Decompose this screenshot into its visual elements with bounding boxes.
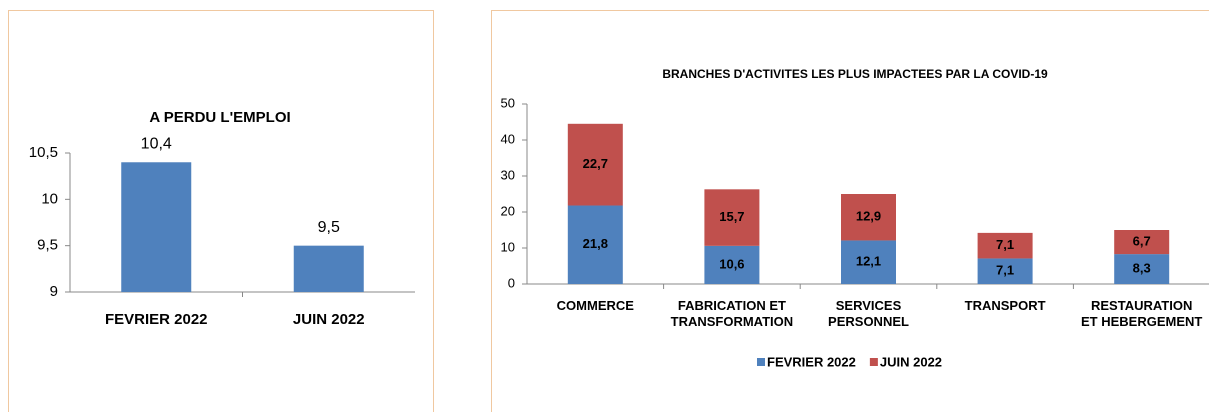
value-label: 7,1 (996, 263, 1014, 278)
chart-title: A PERDU L'EMPLOI (149, 109, 290, 126)
value-label: 15,7 (719, 209, 744, 224)
legend-swatch (869, 358, 878, 366)
x-tick-label: FEVRIER 2022 (104, 311, 208, 328)
legend-label: FEVRIER 2022 (767, 354, 856, 369)
bar-segment (977, 258, 1033, 284)
x-tick-label: TRANSPORT (964, 298, 1046, 313)
value-label: 12,9 (856, 209, 881, 224)
bar-segment (704, 245, 760, 284)
legend-swatch (757, 358, 765, 366)
value-label: 9,5 (318, 219, 340, 236)
value-label: 7,1 (996, 237, 1014, 252)
bar-segment (704, 189, 760, 246)
x-tick-label: RESTAURATION ET HEBERGEMENT (1081, 298, 1203, 329)
panel (8, 10, 434, 412)
y-tick-label: 20 (501, 203, 515, 218)
bar-segment (1114, 230, 1170, 255)
y-tick-label: 10 (501, 239, 515, 254)
panel (491, 10, 1209, 412)
bar-segment (841, 240, 896, 284)
value-label: 10,6 (719, 256, 744, 271)
bar-segment (977, 232, 1033, 259)
x-tick-label: SERVICES PERSONNEL (828, 298, 909, 329)
bar (121, 162, 192, 292)
x-tick-label: COMMERCE (556, 298, 634, 313)
y-tick-label: 30 (501, 167, 515, 182)
bar-segment (841, 194, 896, 241)
value-label: 12,1 (856, 254, 881, 269)
value-label: 22,7 (583, 156, 608, 171)
y-tick-label: 50 (501, 95, 515, 110)
value-label: 6,7 (1133, 233, 1151, 248)
y-tick-label: 9,5 (37, 237, 58, 254)
bar (293, 245, 364, 292)
y-tick-label: 0 (508, 275, 515, 290)
chart-title: BRANCHES D'ACTIVITES LES PLUS IMPACTEES … (662, 67, 1048, 81)
value-label: 10,4 (141, 135, 172, 152)
y-tick-label: 9 (50, 283, 58, 300)
x-tick-label: JUIN 2022 (292, 311, 365, 328)
bar-segment (1114, 254, 1170, 284)
y-tick-label: 10,5 (29, 144, 58, 161)
bar-segment (567, 205, 623, 284)
value-label: 21,8 (583, 236, 608, 251)
bar-segment (567, 123, 623, 206)
y-tick-label: 40 (501, 131, 515, 146)
value-label: 8,3 (1133, 260, 1151, 275)
y-tick-label: 10 (41, 190, 58, 207)
x-tick-label: FABRICATION ET TRANSFORMATION (670, 298, 794, 329)
legend-label: JUIN 2022 (880, 354, 942, 369)
